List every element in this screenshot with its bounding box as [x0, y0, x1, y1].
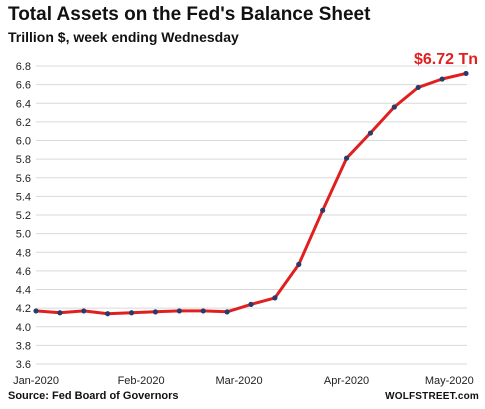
y-tick-label: 3.8	[16, 340, 31, 352]
data-point	[415, 84, 421, 91]
y-tick-label: 4.8	[16, 247, 31, 259]
y-tick-label: 4.4	[16, 285, 31, 297]
x-axis: Jan-2020 Feb-2020 Mar-2020 Apr-2020 May-2020	[13, 375, 474, 387]
chart-subtitle: Trillion $, week ending Wednesday	[8, 29, 239, 45]
data-point	[272, 295, 278, 301]
data-point	[367, 130, 374, 136]
data-point	[57, 310, 63, 316]
y-tick-label: 3.6	[16, 359, 31, 371]
data-point	[320, 207, 326, 213]
x-tick-label: Mar-2020	[216, 375, 263, 387]
data-point	[128, 310, 135, 316]
data-point	[224, 309, 230, 315]
data-point	[463, 70, 469, 77]
y-axis: 3.6 3.8 4.0 4.2 4.4 4.6 4.8 5.0 5.2 5.4 5.6 5.8 6.0 6…	[16, 61, 467, 371]
y-tick-label: 5.8	[16, 154, 31, 166]
chart-title: Total Assets on the Fed's Balance Sheet	[8, 4, 371, 25]
y-tick-label: 5.6	[16, 173, 31, 185]
y-tick-label: 4.2	[16, 303, 31, 315]
data-point	[391, 104, 397, 110]
x-tick-label: Feb-2020	[118, 375, 165, 387]
last-value-callout: $6.72 Tn	[414, 51, 478, 68]
x-tick-label: Apr-2020	[324, 375, 369, 387]
y-tick-label: 6.4	[16, 98, 31, 110]
source-note: Source: Fed Board of Governors	[8, 390, 179, 402]
y-tick-label: 6.6	[16, 80, 31, 92]
series-points	[33, 70, 469, 317]
data-point	[296, 261, 302, 267]
series-line	[35, 71, 467, 316]
data-point	[343, 155, 350, 161]
data-point	[248, 301, 254, 307]
x-tick-label: Jan-2020	[13, 375, 59, 387]
y-tick-label: 4.0	[16, 322, 31, 334]
y-tick-label: 6.2	[16, 117, 31, 129]
y-tick-label: 5.2	[16, 210, 31, 222]
x-tick-label: May-2020	[425, 375, 474, 387]
data-point	[152, 309, 159, 315]
y-tick-label: 5.0	[16, 229, 31, 241]
y-tick-label: 6.8	[16, 61, 31, 73]
data-point	[439, 76, 445, 82]
y-tick-label: 6.0	[16, 136, 31, 148]
y-tick-label: 5.4	[16, 191, 31, 203]
data-point	[105, 311, 111, 317]
data-point	[200, 308, 206, 314]
data-point	[81, 308, 87, 314]
data-point	[176, 308, 182, 314]
data-point	[33, 308, 39, 314]
y-tick-label: 4.6	[16, 266, 31, 278]
brand-label: WOLFSTREET.com	[385, 391, 479, 402]
